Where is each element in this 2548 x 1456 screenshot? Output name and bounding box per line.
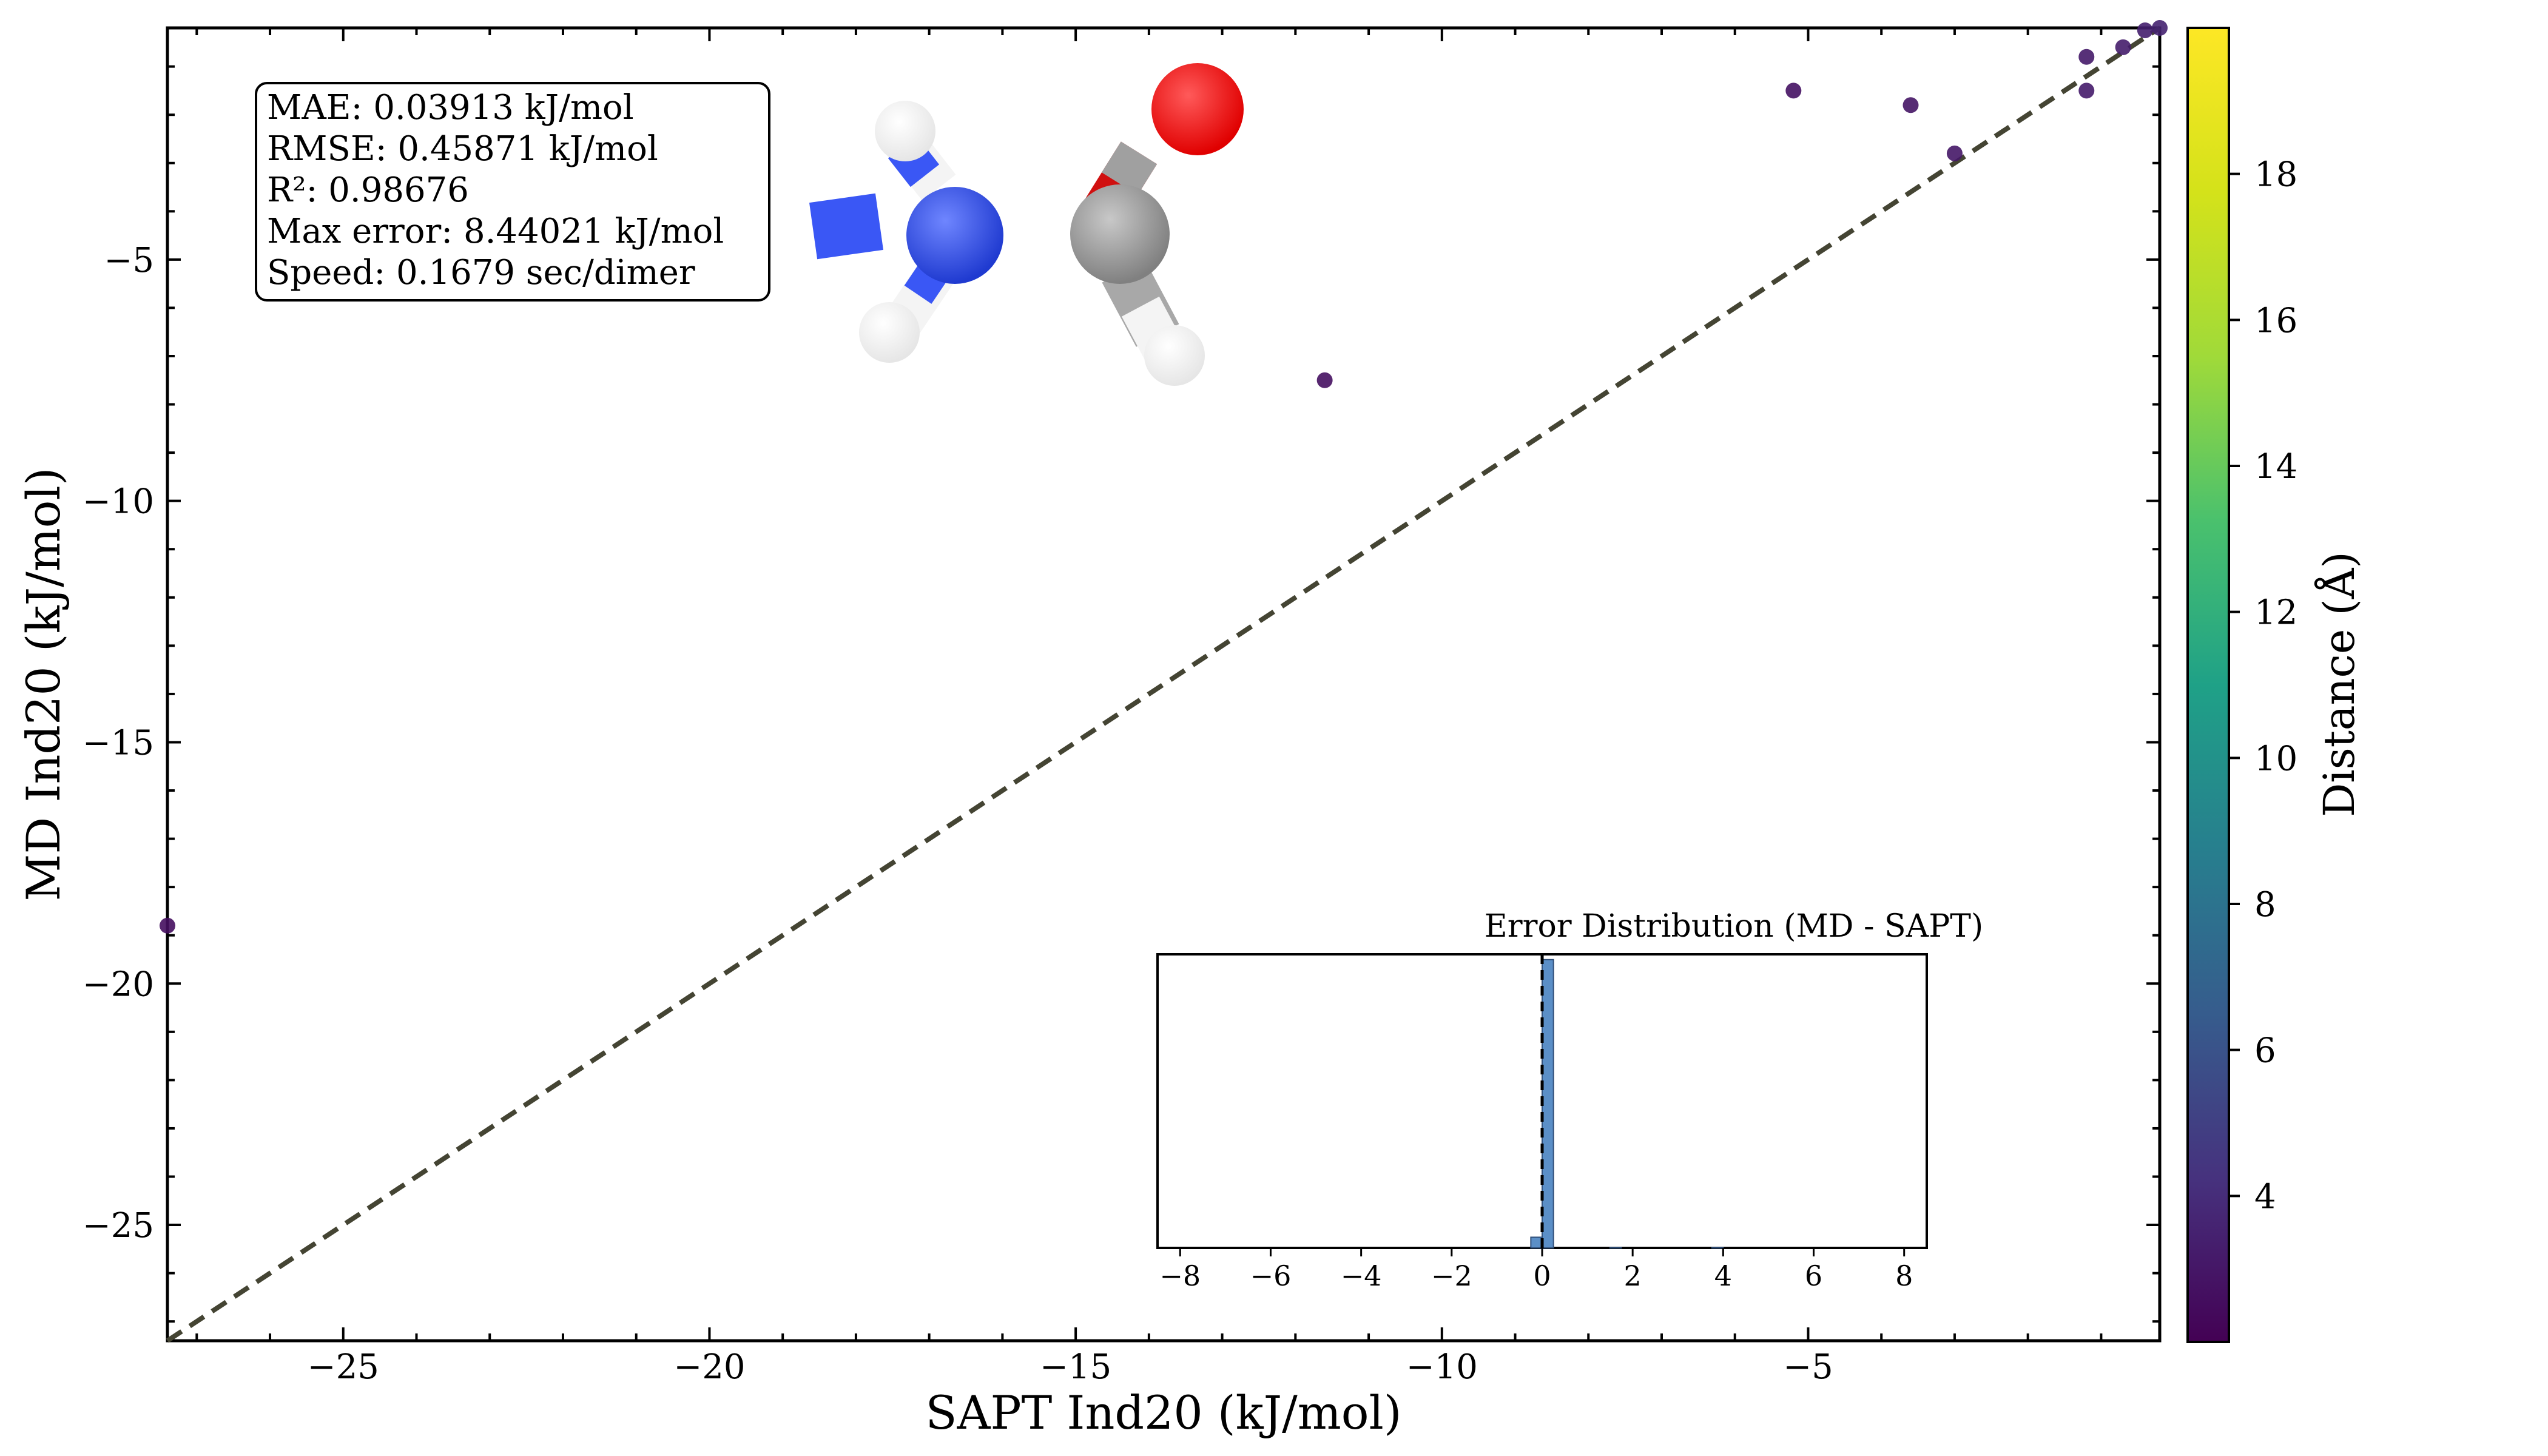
scatter-point xyxy=(2078,49,2095,65)
colorbar-tick-label: 10 xyxy=(2254,739,2297,778)
inset-x-tick-label: 4 xyxy=(1714,1259,1732,1292)
scatter-point xyxy=(2152,20,2168,36)
colorbar-tick-label: 14 xyxy=(2254,447,2297,487)
stats-line: MAE: 0.03913 kJ/mol xyxy=(267,88,634,127)
scatter-point xyxy=(1316,372,1333,388)
x-tick-label: −25 xyxy=(308,1347,379,1387)
stats-line: Speed: 0.1679 sec/dimer xyxy=(267,253,695,292)
stats-box-frame xyxy=(255,82,770,302)
inset-histogram: Error Distribution (MD - SAPT) −8 −6 −4 −2 0… xyxy=(1156,908,1983,1292)
hydrogen-atom xyxy=(875,101,935,161)
stats-line: Max error: 8.44021 kJ/mol xyxy=(267,212,724,251)
stats-box: MAE: 0.03913 kJ/mol RMSE: 0.45871 kJ/mol R… xyxy=(255,82,770,302)
colorbar-tick-label: 16 xyxy=(2254,301,2297,340)
oxygen-atom xyxy=(1151,63,1244,155)
colorbar-tick-label: 6 xyxy=(2254,1031,2276,1071)
scatter-point xyxy=(1903,97,1919,113)
plot-frame xyxy=(166,26,2162,1343)
scatter-points xyxy=(160,20,2168,934)
y-tick-label: −5 xyxy=(104,241,154,280)
carbon-atom xyxy=(1070,184,1170,284)
inset-x-tick-label: 2 xyxy=(1624,1259,1642,1292)
y-tick-label: −15 xyxy=(83,723,154,763)
scatter-point xyxy=(1785,83,1802,99)
inset-x-tick-label: −6 xyxy=(1250,1259,1292,1292)
colorbar-tick-label: 18 xyxy=(2254,155,2297,195)
y-tick-labels: −25 −20 −15 −10 −5 xyxy=(83,241,154,1245)
axis-ticks xyxy=(167,28,2160,1341)
y-tick-label: −25 xyxy=(83,1206,154,1245)
x-axis-title: SAPT Ind20 (kJ/mol) xyxy=(926,1386,1402,1440)
inset-x-tick-label: −4 xyxy=(1341,1259,1382,1292)
scatter-point xyxy=(2137,22,2153,38)
stats-line: R²: 0.98676 xyxy=(267,170,469,210)
inset-x-tick-label: 0 xyxy=(1533,1259,1551,1292)
inset-x-tick-label: 8 xyxy=(1895,1259,1913,1292)
hydrogen-atom xyxy=(859,302,920,363)
inset-x-tick-label: −8 xyxy=(1159,1259,1201,1292)
inset-x-ticks: −8 −6 −4 −2 0 2 4 6 8 xyxy=(1159,1248,1913,1292)
scatter-point xyxy=(2078,83,2095,99)
y-axis-title: MD Ind20 (kJ/mol) xyxy=(16,468,70,902)
x-tick-label: −5 xyxy=(1783,1347,1833,1387)
colorbar-tick-label: 12 xyxy=(2254,593,2297,633)
x-tick-labels: −25 −20 −15 −10 −5 xyxy=(308,1347,1833,1387)
scatter-point xyxy=(1946,145,1963,161)
molecule-image xyxy=(809,63,1244,386)
inset-title: Error Distribution (MD - SAPT) xyxy=(1485,908,1983,945)
stats-line: RMSE: 0.45871 kJ/mol xyxy=(267,129,658,169)
colorbar-tick-label: 8 xyxy=(2254,885,2276,925)
histogram-bar xyxy=(1542,959,1554,1249)
colorbar-label: Distance (Å) xyxy=(2314,551,2364,817)
nitrogen-atom xyxy=(906,187,1003,284)
x-tick-label: −10 xyxy=(1406,1347,1478,1387)
colorbar-ticks: 4 6 8 10 12 14 16 18 xyxy=(2229,155,2297,1216)
colorbar-gradient xyxy=(2186,27,2230,1343)
scatter-point xyxy=(2115,39,2131,55)
histogram-bar xyxy=(1530,1236,1543,1249)
y-tick-label: −20 xyxy=(83,965,154,1004)
identity-reference-line xyxy=(166,25,2162,1343)
colorbar-tick-label: 4 xyxy=(2254,1177,2276,1216)
inset-x-tick-label: 6 xyxy=(1805,1259,1822,1292)
stats-text: MAE: 0.03913 kJ/mol RMSE: 0.45871 kJ/mol R… xyxy=(267,88,724,292)
x-tick-label: −20 xyxy=(673,1347,745,1387)
colorbar: 4 6 8 10 12 14 16 18 Distance (Å) xyxy=(2186,27,2364,1343)
y-tick-label: −10 xyxy=(83,482,154,522)
scatter-point xyxy=(160,917,175,934)
x-tick-label: −15 xyxy=(1040,1347,1111,1387)
hydrogen-atom xyxy=(1144,325,1205,386)
inset-x-tick-label: −2 xyxy=(1431,1259,1472,1292)
